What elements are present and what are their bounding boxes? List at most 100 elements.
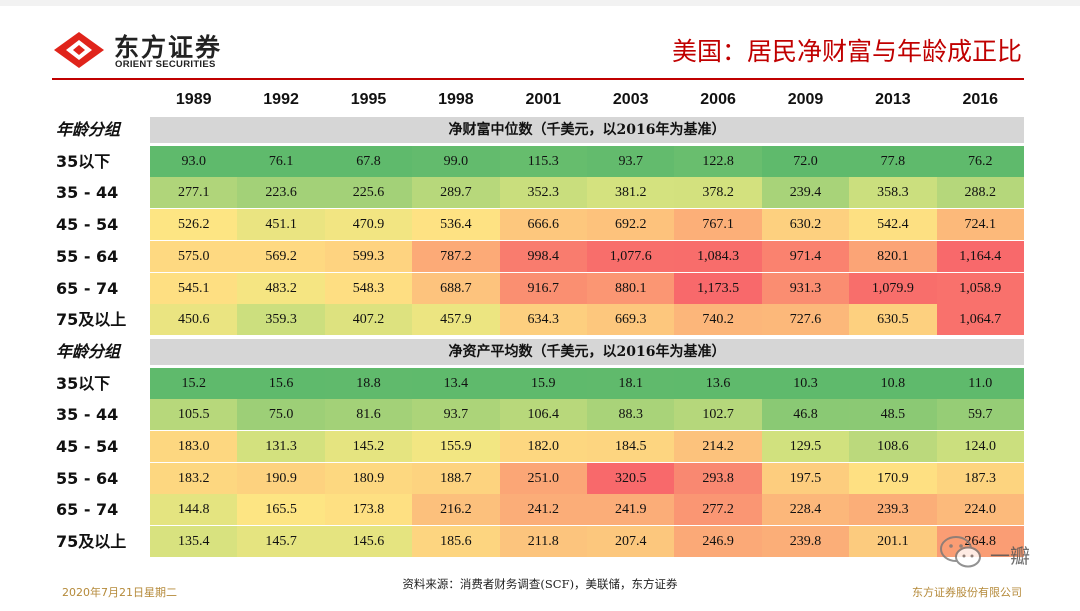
table-row: 35 - 44 105.5 75.0 81.6 93.7 106.4 88.3 102.7 46…: [52, 399, 1024, 431]
table-cell: 548.3: [324, 272, 413, 304]
table-cell: 381.2: [587, 177, 675, 209]
table-cell: 1,079.9: [849, 272, 937, 304]
table-cell: 170.9: [849, 462, 937, 494]
table-cell: 46.8: [761, 399, 850, 431]
table-row: 75及以上 450.6 359.3 407.2 457.9 634.3 669.3 740.2…: [52, 304, 1024, 336]
table-cell: 135.4: [150, 526, 238, 558]
year-header: 2009: [787, 91, 824, 108]
table-cell: 129.5: [761, 431, 850, 462]
table-cell: 184.5: [587, 431, 675, 462]
table-cell: 251.0: [499, 462, 587, 494]
table-cell: 264.8: [936, 526, 1024, 558]
logo-chinese-name: 东方证券: [114, 33, 223, 62]
table-cell: 216.2: [412, 494, 500, 526]
table-cell: 75.0: [237, 399, 325, 431]
table-cell: 59.7: [936, 399, 1024, 431]
table-cell: 239.8: [761, 526, 850, 558]
table-cell: 599.3: [324, 240, 413, 272]
table-cell: 81.6: [324, 399, 413, 431]
table-cell: 190.9: [237, 462, 325, 494]
table-cell: 11.0: [936, 367, 1024, 399]
table-cell: 102.7: [674, 399, 762, 431]
table-cell: 106.4: [499, 399, 587, 431]
table-cell: 188.7: [412, 462, 500, 494]
top-bar: [0, 0, 1080, 6]
table-row: 45 - 54 526.2 451.1 470.9 536.4 666.6 692.2 767…: [52, 209, 1024, 241]
table-cell: 144.8: [150, 494, 238, 526]
watermark: 一瓣: [938, 532, 1048, 572]
table-cell: 727.6: [761, 304, 850, 336]
table-row: 55 - 64 183.2 190.9 180.9 188.7 251.0 320.5 293…: [52, 462, 1024, 495]
table-cell: 182.0: [499, 431, 587, 462]
age-group-label: 35以下: [56, 151, 111, 171]
table-cell: 88.3: [587, 399, 675, 431]
year-header: 2006: [700, 91, 736, 108]
age-group-label: 75及以上: [56, 310, 127, 330]
table-cell: 692.2: [587, 209, 675, 241]
table-cell: 1,164.4: [936, 240, 1024, 272]
table-cell: 1,077.6: [587, 240, 675, 272]
group-label: 年龄分组: [56, 341, 121, 361]
table-cell: 105.5: [150, 399, 238, 431]
table-cell: 165.5: [237, 494, 325, 526]
table-cell: 77.8: [849, 145, 937, 177]
age-group-label: 75及以上: [56, 532, 127, 552]
table-cell: 224.0: [936, 494, 1024, 526]
table-cell: 358.3: [849, 177, 937, 209]
group-label: 年龄分组: [56, 120, 121, 139]
watermark-text: 一瓣: [990, 544, 1030, 568]
table-cell: 15.2: [150, 367, 238, 399]
section-header-row: 年龄分组 净资产平均数（千美元，以2016年为基准）: [52, 336, 1024, 368]
table-cell: 724.1: [936, 209, 1024, 241]
table-cell: 211.8: [499, 526, 587, 558]
table-cell: 239.3: [849, 494, 937, 526]
year-header: 1989: [175, 91, 212, 108]
table-cell: 122.8: [674, 145, 762, 177]
table-cell: 1,173.5: [674, 272, 762, 304]
table-row: 65 - 74 144.8 165.5 173.8 216.2 241.2 241.9 277…: [52, 494, 1024, 526]
table-cell: 352.3: [499, 177, 587, 209]
table-cell: 197.5: [761, 462, 850, 494]
table-cell: 15.9: [499, 367, 587, 399]
table-row: 35 - 44 277.1 223.6 225.6 289.7 352.3 381.2 378…: [52, 177, 1024, 209]
table-cell: 145.6: [324, 526, 413, 558]
table-cell: 669.3: [587, 304, 675, 336]
table-cell: 630.2: [761, 209, 850, 241]
table-cell: 971.4: [761, 240, 850, 272]
table-cell: 155.9: [412, 431, 500, 462]
age-group-label: 65 - 74: [56, 500, 119, 520]
age-group-label: 45 - 54: [56, 215, 119, 235]
section-header-row: 年龄分组 净财富中位数（千美元，以2016年为基准）: [52, 114, 1024, 146]
table-cell: 470.9: [324, 209, 413, 241]
table-cell: 15.6: [237, 367, 325, 399]
table-cell: 820.1: [849, 240, 937, 272]
table-cell: 67.8: [324, 145, 413, 177]
age-group-label: 55 - 64: [56, 468, 119, 488]
table-cell: 359.3: [237, 304, 325, 336]
orient-logo-icon: [54, 32, 104, 68]
table-cell: 288.2: [936, 177, 1024, 209]
footer-source: 资料来源：消费者财务调查(SCF)，美联储，东方证券: [402, 577, 678, 591]
year-header: 1992: [263, 91, 299, 108]
table-cell: 1,084.3: [674, 240, 762, 272]
table-cell: 666.6: [499, 209, 587, 241]
table-cell: 93.7: [587, 145, 675, 177]
section-title-band: 净资产平均数（千美元，以2016年为基准）: [150, 338, 1024, 365]
table-row: 75及以上 135.4 145.7 145.6 185.6 211.8 207.4 246.9…: [52, 526, 1024, 558]
table-cell: 241.9: [587, 494, 675, 526]
table-cell: 277.2: [674, 494, 762, 526]
table-cell: 378.2: [674, 177, 762, 209]
table-cell: 18.1: [587, 367, 675, 399]
table-cell: 145.7: [237, 526, 325, 558]
year-header: 2013: [875, 91, 911, 108]
table-cell: 536.4: [412, 209, 500, 241]
table-cell: 173.8: [324, 494, 413, 526]
year-header: 1998: [438, 91, 474, 108]
table-cell: 916.7: [499, 272, 587, 304]
table-cell: 76.1: [237, 145, 325, 177]
table-cell: 214.2: [674, 431, 762, 462]
table-cell: 18.8: [324, 367, 413, 399]
table-cell: 634.3: [499, 304, 587, 336]
slide-title: 美国：居民净财富与年龄成正比: [671, 37, 1022, 66]
